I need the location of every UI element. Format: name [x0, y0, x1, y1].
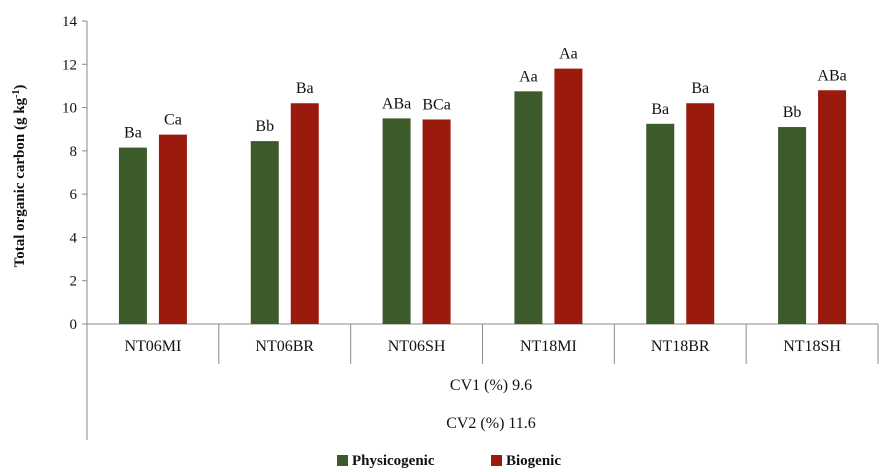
- legend-swatch-biogenic: [491, 455, 502, 466]
- y-axis: 0 2 4 6 8 10 12 14: [62, 14, 88, 440]
- y-axis-label-sup: -1: [11, 90, 22, 98]
- bar-physicogenic: [118, 147, 147, 324]
- x-tick-label: NT06MI: [124, 338, 181, 355]
- bar-physicogenic: [514, 91, 543, 324]
- y-tick-label: 0: [70, 317, 78, 333]
- legend-label-biogenic: Biogenic: [506, 453, 561, 469]
- legend-swatch-physicogenic: [337, 455, 348, 466]
- y-axis-label-main: Total organic carbon (g kg: [12, 97, 28, 267]
- data-label: Ba: [296, 80, 314, 97]
- y-tick-label: 12: [62, 57, 77, 73]
- bars: [118, 68, 847, 325]
- cv-annotations: CV1 (%) 9.6 CV2 (%) 11.6: [446, 377, 536, 432]
- data-label: ABa: [817, 67, 846, 84]
- data-label: Aa: [559, 46, 578, 63]
- data-label: Bb: [255, 118, 274, 135]
- y-tick-label: 6: [70, 187, 78, 203]
- bar-physicogenic: [382, 118, 411, 325]
- x-tick-label: NT18MI: [520, 338, 577, 355]
- bar-biogenic: [686, 103, 715, 324]
- bar-physicogenic: [646, 123, 675, 324]
- x-axis: NT06MI NT06BR NT06SH NT18MI NT18BR NT18SH: [86, 323, 879, 364]
- bar-biogenic: [290, 103, 319, 324]
- data-label: BCa: [422, 96, 450, 113]
- bar-biogenic: [818, 90, 847, 324]
- bar-biogenic: [554, 68, 583, 324]
- y-tick-label: 14: [62, 14, 78, 30]
- x-tick-label: NT06BR: [255, 338, 314, 355]
- data-label: Ca: [164, 112, 182, 129]
- data-label: Aa: [519, 68, 538, 85]
- bar-biogenic: [158, 134, 187, 324]
- cv1-annotation: CV1 (%) 9.6: [450, 377, 532, 394]
- bar-physicogenic: [778, 127, 807, 324]
- data-label: Ba: [124, 125, 142, 142]
- x-tick-label: NT06SH: [388, 338, 446, 355]
- data-labels: Ba Bb ABa Aa Ba Bb Ca Ba BCa Aa Ba ABa: [124, 46, 847, 142]
- x-tick-label: NT18SH: [783, 338, 841, 355]
- y-axis-label: Total organic carbon (g kg-1): [11, 85, 29, 268]
- y-tick-label: 10: [62, 101, 77, 117]
- bar-physicogenic: [250, 141, 279, 324]
- legend-label-physicogenic: Physicogenic: [352, 453, 435, 469]
- data-label: Ba: [651, 101, 669, 118]
- cv2-annotation: CV2 (%) 11.6: [446, 415, 536, 432]
- bar-biogenic: [422, 119, 451, 324]
- y-tick-label: 2: [70, 274, 78, 290]
- y-tick-label: 4: [70, 230, 78, 246]
- legend: Physicogenic Biogenic: [337, 453, 561, 469]
- y-tick-label: 8: [70, 144, 78, 160]
- data-label: Bb: [783, 104, 802, 121]
- y-axis-label-end: ): [12, 85, 28, 90]
- data-label: ABa: [382, 95, 411, 112]
- x-tick-label: NT18BR: [651, 338, 710, 355]
- data-label: Ba: [691, 80, 709, 97]
